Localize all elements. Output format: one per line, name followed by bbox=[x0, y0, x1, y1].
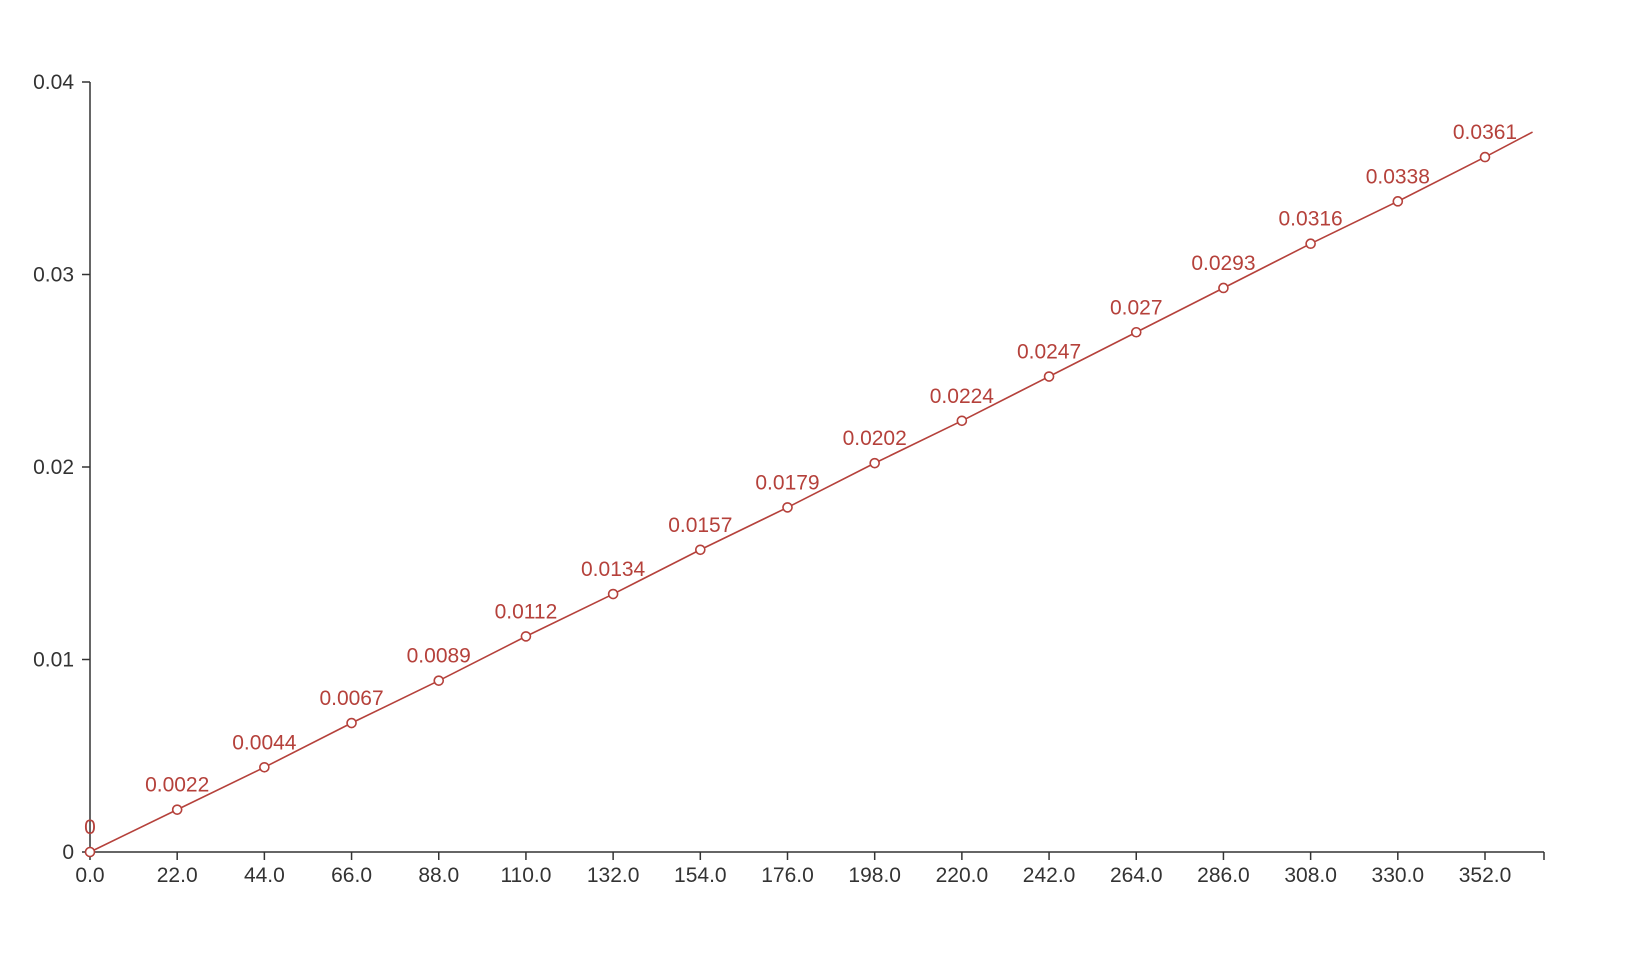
y-tick-label: 0.02 bbox=[33, 456, 74, 479]
x-tick-label: 110.0 bbox=[500, 864, 551, 887]
data-label: 0.027 bbox=[1110, 296, 1163, 319]
x-tick-label: 198.0 bbox=[848, 864, 901, 887]
data-label: 0.0361 bbox=[1453, 121, 1517, 144]
data-labels: 0 0.0022 0.0044 0.0067 0.0089 0.0112 0.0134 0.0… bbox=[84, 121, 1517, 839]
x-tick-label: 286.0 bbox=[1197, 864, 1250, 887]
data-label: 0.0112 bbox=[495, 600, 558, 623]
data-point bbox=[1218, 282, 1229, 294]
data-label: 0.0202 bbox=[843, 427, 907, 450]
y-tick-label: 0.01 bbox=[33, 649, 74, 672]
x-tick-label: 352.0 bbox=[1459, 864, 1512, 887]
data-label: 0.0022 bbox=[145, 774, 209, 797]
x-tick-label: 22.0 bbox=[157, 864, 198, 887]
data-label: 0.0247 bbox=[1017, 341, 1081, 364]
data-point bbox=[433, 675, 445, 686]
data-label: 0.0179 bbox=[755, 471, 819, 494]
y-tick-label: 0.03 bbox=[33, 264, 74, 287]
data-label: 0.0293 bbox=[1191, 252, 1255, 275]
data-point bbox=[782, 502, 793, 513]
x-tick-label: 176.0 bbox=[761, 864, 814, 887]
data-point bbox=[1305, 238, 1316, 249]
x-tick-label: 88.0 bbox=[418, 864, 459, 887]
x-tick-label: 330.0 bbox=[1372, 864, 1425, 887]
y-tick-label: 0.04 bbox=[33, 71, 74, 94]
x-tick-label: 264.0 bbox=[1110, 864, 1163, 887]
data-point bbox=[956, 415, 968, 427]
data-point bbox=[1479, 151, 1491, 163]
data-label: 0.0044 bbox=[232, 731, 297, 754]
x-tick-label: 44.0 bbox=[244, 864, 285, 887]
x-tick-label: 66.0 bbox=[331, 864, 372, 887]
data-point bbox=[695, 544, 706, 556]
x-tick-label: 308.0 bbox=[1284, 864, 1337, 887]
data-point bbox=[1043, 371, 1055, 382]
data-point bbox=[84, 846, 96, 858]
x-tick-label: 132.0 bbox=[587, 864, 640, 887]
x-axis-ticks: 0.0 22.0 44.0 66.0 88.0 110.0 132.0 154.0 176.0 1… bbox=[75, 852, 1511, 887]
data-label: 0.0224 bbox=[930, 385, 995, 408]
data-label: 0.0338 bbox=[1366, 165, 1430, 188]
data-label: 0.0067 bbox=[319, 687, 383, 710]
y-axis-ticks: 0 0.01 0.02 0.03 0.04 bbox=[33, 71, 90, 864]
x-tick-label: 220.0 bbox=[936, 864, 989, 887]
data-label: 0.0316 bbox=[1279, 208, 1343, 231]
data-point bbox=[346, 717, 357, 729]
data-label: 0.0134 bbox=[581, 558, 646, 581]
data-label: 0.0157 bbox=[668, 514, 732, 537]
data-point bbox=[1130, 326, 1142, 338]
data-point bbox=[869, 457, 880, 469]
data-point bbox=[1392, 196, 1404, 207]
series-line bbox=[89, 131, 1533, 853]
data-points bbox=[84, 151, 1491, 858]
data-point bbox=[607, 588, 619, 600]
y-tick-label: 0 bbox=[62, 841, 74, 864]
data-point bbox=[259, 761, 270, 773]
data-label: 0.0089 bbox=[407, 645, 471, 668]
data-point bbox=[171, 804, 183, 815]
data-point bbox=[520, 631, 532, 642]
x-tick-label: 242.0 bbox=[1023, 864, 1076, 887]
data-label: 0 bbox=[84, 816, 96, 839]
x-tick-label: 0.0 bbox=[75, 864, 104, 887]
x-tick-label: 154.0 bbox=[674, 864, 727, 887]
